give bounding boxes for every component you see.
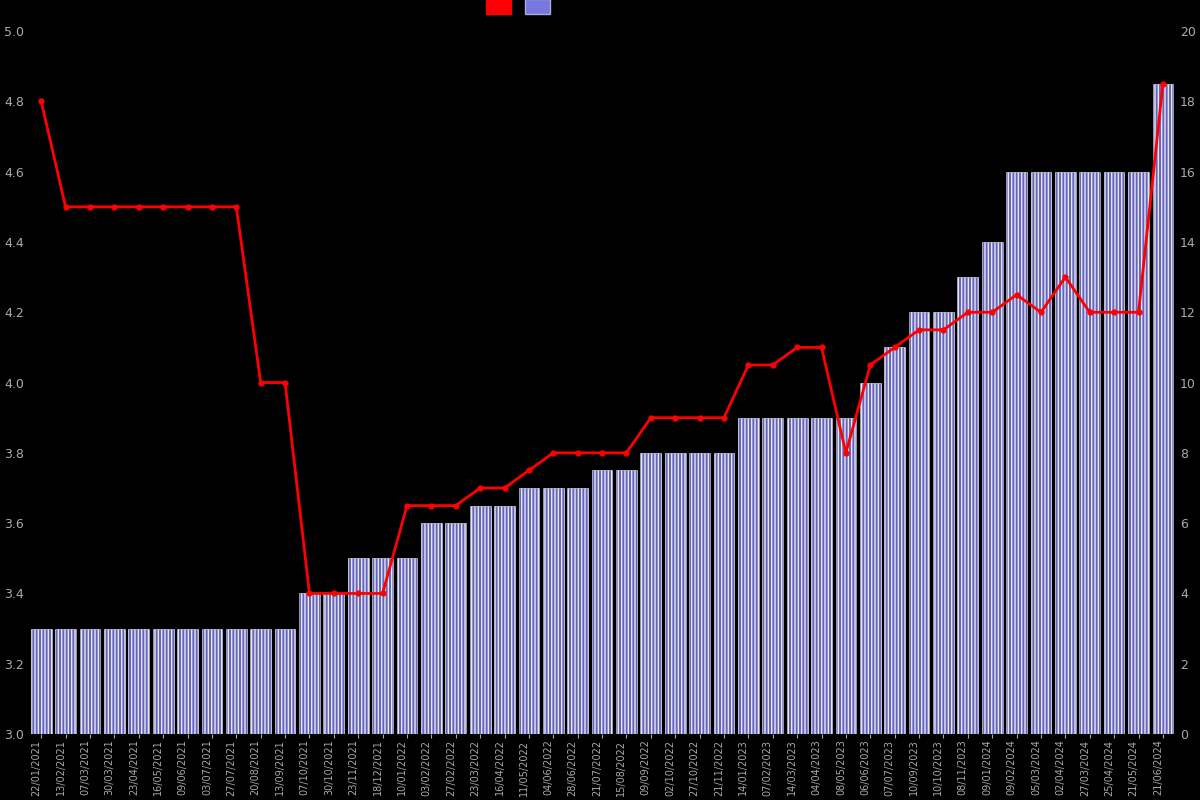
Bar: [152, 629, 174, 734]
Bar: [908, 312, 930, 734]
Bar: [787, 418, 808, 734]
Bar: [348, 558, 368, 734]
Bar: [55, 629, 76, 734]
Bar: [397, 558, 418, 734]
Bar: [616, 470, 637, 734]
Bar: [1152, 84, 1174, 734]
Legend: , : ,: [486, 0, 557, 14]
Bar: [958, 277, 978, 734]
Bar: [275, 629, 295, 734]
Bar: [226, 629, 247, 734]
Bar: [1031, 172, 1051, 734]
Bar: [811, 418, 832, 734]
Bar: [372, 558, 392, 734]
Bar: [689, 453, 710, 734]
Bar: [934, 312, 954, 734]
Bar: [835, 418, 857, 734]
Bar: [104, 629, 125, 734]
Bar: [469, 506, 491, 734]
Bar: [445, 523, 466, 734]
Bar: [251, 629, 271, 734]
Bar: [128, 629, 149, 734]
Bar: [665, 453, 685, 734]
Bar: [31, 629, 52, 734]
Bar: [202, 629, 222, 734]
Bar: [1104, 172, 1124, 734]
Bar: [714, 453, 734, 734]
Bar: [568, 488, 588, 734]
Bar: [299, 594, 320, 734]
Bar: [592, 470, 612, 734]
Bar: [324, 594, 344, 734]
Bar: [79, 629, 101, 734]
Bar: [884, 347, 905, 734]
Bar: [1055, 172, 1075, 734]
Bar: [1128, 172, 1148, 734]
Bar: [1007, 172, 1027, 734]
Bar: [982, 242, 1002, 734]
Bar: [518, 488, 539, 734]
Bar: [738, 418, 758, 734]
Bar: [178, 629, 198, 734]
Bar: [762, 418, 784, 734]
Bar: [494, 506, 515, 734]
Bar: [1079, 172, 1100, 734]
Bar: [860, 382, 881, 734]
Bar: [421, 523, 442, 734]
Bar: [542, 488, 564, 734]
Bar: [641, 453, 661, 734]
